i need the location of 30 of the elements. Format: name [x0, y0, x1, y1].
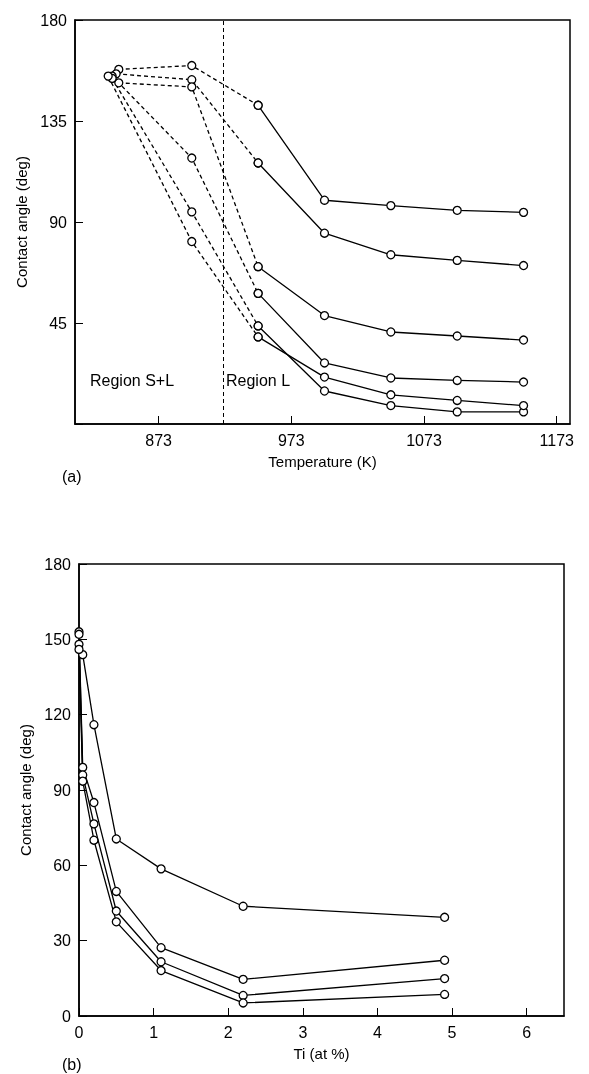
x-tick-label: 1073	[406, 431, 442, 449]
x-tick-label: 4	[373, 1023, 383, 1041]
x-tick-label: 0	[74, 1023, 84, 1041]
y-axis-title: Contact angle (deg)	[13, 156, 31, 288]
text: (b)	[62, 1055, 82, 1073]
annotation: Region S+L	[90, 371, 175, 389]
y-tick-label: 120	[44, 706, 72, 724]
y-tick-label: 45	[49, 314, 68, 332]
x-axis-title: Temperature (K)	[268, 453, 377, 470]
y-tick-label: 60	[53, 856, 72, 874]
y-tick-label: 0	[62, 1007, 72, 1025]
y-tick-label: 135	[40, 112, 68, 130]
x-tick-label: 2	[223, 1023, 233, 1041]
annotation: Region L	[226, 371, 291, 389]
y-tick-label: 180	[40, 11, 68, 29]
x-tick-label: 5	[447, 1023, 457, 1041]
y-tick-label: 30	[53, 932, 72, 950]
y-tick-label: 180	[44, 555, 72, 573]
y-tick-label: 150	[44, 630, 72, 648]
x-tick-label: 1173	[539, 431, 575, 449]
x-tick-label: 3	[298, 1023, 308, 1041]
y-tick-label: 90	[53, 781, 72, 799]
y-axis-title: Contact angle (deg)	[17, 724, 35, 856]
x-tick-label: 1	[149, 1023, 159, 1041]
x-tick-label: 873	[145, 431, 173, 449]
text: (a)	[62, 467, 82, 485]
x-axis-title: Ti (at %)	[293, 1045, 350, 1062]
x-tick-label: 6	[522, 1023, 532, 1041]
x-tick-label: 973	[277, 431, 305, 449]
y-tick-label: 90	[49, 213, 68, 231]
